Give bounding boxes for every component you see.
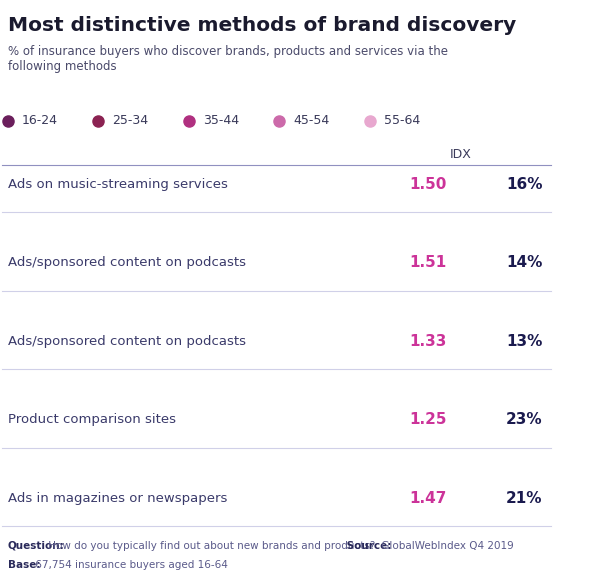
Text: 1.51: 1.51 [409,255,446,270]
Text: 25-34: 25-34 [113,114,149,127]
Text: Source:: Source: [343,541,392,551]
Text: 45-54: 45-54 [293,114,330,127]
Text: 67,754 insurance buyers aged 16-64: 67,754 insurance buyers aged 16-64 [32,560,228,570]
Text: Ads/sponsored content on podcasts: Ads/sponsored content on podcasts [8,256,246,269]
Text: 1.47: 1.47 [409,491,446,506]
Text: % of insurance buyers who discover brands, products and services via the
followi: % of insurance buyers who discover brand… [8,45,448,73]
Text: 14%: 14% [506,255,542,270]
Text: 23%: 23% [506,412,542,427]
Text: Base:: Base: [8,560,40,570]
Text: GlobalWebIndex Q4 2019: GlobalWebIndex Q4 2019 [378,541,514,551]
Text: Most distinctive methods of brand discovery: Most distinctive methods of brand discov… [8,16,516,35]
Text: Ads/sponsored content on podcasts: Ads/sponsored content on podcasts [8,335,246,348]
Text: Ads in magazines or newspapers: Ads in magazines or newspapers [8,492,227,505]
Text: 55-64: 55-64 [384,114,420,127]
Text: IDX: IDX [449,148,471,161]
Text: 35-44: 35-44 [203,114,239,127]
Text: How do you typically find out about new brands and products?: How do you typically find out about new … [45,541,376,551]
Text: 16%: 16% [506,177,542,192]
Text: 1.50: 1.50 [409,177,446,192]
Text: 1.25: 1.25 [409,412,446,427]
Text: 21%: 21% [506,491,542,506]
Text: Product comparison sites: Product comparison sites [8,413,176,426]
Text: 1.33: 1.33 [409,334,446,349]
Text: 16-24: 16-24 [22,114,58,127]
Text: Ads on music-streaming services: Ads on music-streaming services [8,178,227,191]
Text: 13%: 13% [506,334,542,349]
Text: Question:: Question: [8,541,65,551]
